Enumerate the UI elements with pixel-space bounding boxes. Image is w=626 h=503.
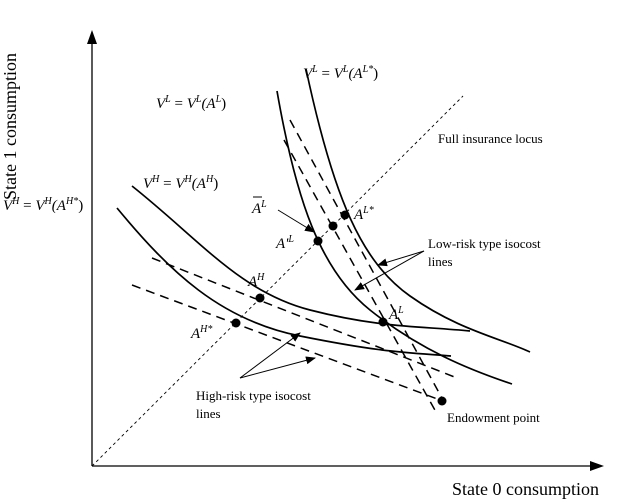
- label-a-h: AH: [247, 272, 265, 290]
- curve-label-vl: VL = VL(AL): [156, 94, 226, 112]
- curve-label-vl-star: VL = VL(AL*): [303, 64, 378, 82]
- x-axis-arrowhead: [590, 461, 604, 471]
- curve-vh-star: [116, 207, 452, 357]
- high-risk-isocost-label-line1: High-risk type isocost: [196, 388, 311, 403]
- label-a-l-star: AL*: [353, 205, 374, 223]
- high-risk-pointer-arrow-2: [239, 356, 316, 379]
- x-axis-label: State 0 consumption: [452, 479, 599, 499]
- label-a-h-star: AH*: [190, 324, 212, 342]
- curve-vl: [276, 90, 513, 385]
- label-a-bar-l: AL: [251, 199, 267, 217]
- label-a-l: AL: [388, 305, 404, 323]
- low-risk-pointer-arrow-1: [354, 250, 425, 291]
- curve-vh: [131, 185, 471, 332]
- a-bar-l-pointer-arrow: [277, 209, 315, 233]
- y-axis-arrowhead: [87, 30, 97, 44]
- curve-vl-star: [305, 68, 531, 353]
- endowment-point-label: Endowment point: [447, 410, 540, 425]
- y-axis-label: State 1 consumption: [0, 53, 20, 200]
- point-endowment: [437, 396, 447, 406]
- high-risk-pointer-arrow-1: [239, 332, 301, 379]
- point-a-bar-l: [328, 221, 338, 231]
- low-risk-pointer-arrow-2: [377, 250, 425, 267]
- point-a-h: [255, 293, 265, 303]
- low-risk-isocost-line-outer: [289, 119, 444, 401]
- point-a-h-star: [231, 318, 241, 328]
- low-risk-isocost-line-inner: [283, 139, 437, 413]
- high-risk-isocost-label-line2: lines: [196, 406, 221, 421]
- point-a-l: [378, 317, 388, 327]
- point-a-prime-l: [313, 236, 323, 246]
- high-risk-isocost-line-upper: [151, 257, 458, 379]
- low-risk-isocost-label-line2: lines: [428, 254, 453, 269]
- low-risk-isocost-label-line1: Low-risk type isocost: [428, 236, 541, 251]
- curve-label-vh: VH = VH(AH): [143, 174, 218, 192]
- curve-label-vh-star: VH = VH(AH*): [3, 196, 83, 214]
- full-insurance-label: Full insurance locus: [438, 131, 543, 146]
- label-a-prime-l: A'L: [275, 234, 294, 252]
- full-insurance-locus: [91, 95, 464, 467]
- point-a-l-star: [340, 210, 350, 220]
- high-risk-isocost-line-lower: [131, 284, 441, 401]
